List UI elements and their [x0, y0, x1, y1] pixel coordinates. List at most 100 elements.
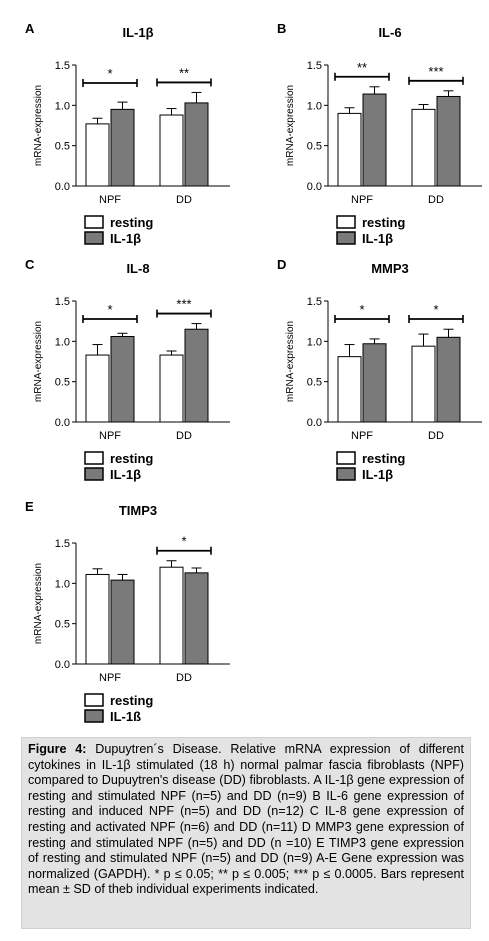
y-tick-label: 0.0 [55, 181, 70, 193]
legend-label-resting: resting [362, 215, 405, 230]
panel-letter: B [277, 21, 286, 36]
y-tick-label: 1.0 [55, 100, 70, 112]
legend-swatch-resting [84, 451, 104, 465]
y-tick-label: 1.5 [55, 538, 70, 550]
legend-label-resting: resting [110, 451, 153, 466]
bar-resting [411, 108, 436, 187]
bar-resting [85, 123, 110, 187]
significance-label: *** [428, 64, 443, 79]
y-axis-label: mRNA-expression [33, 85, 44, 166]
y-tick-label: 0.5 [55, 619, 70, 631]
bar-resting [337, 112, 362, 187]
chart-title: IL-1β [122, 25, 153, 40]
bar-stimulated [362, 343, 387, 423]
bar-stimulated [110, 579, 135, 665]
panel-letter: A [25, 21, 35, 36]
bar-resting [411, 345, 436, 423]
legend-swatch-resting [84, 693, 104, 707]
y-tick-label: 0.0 [307, 181, 322, 193]
y-tick-label: 0.5 [55, 141, 70, 153]
legend-label-stimulated: IL-1β [362, 467, 393, 482]
legend-label-stimulated: IL-1ß [110, 709, 141, 724]
significance-label: * [107, 66, 112, 81]
significance-label: * [107, 302, 112, 317]
y-axis-label: mRNA-expression [285, 321, 296, 402]
legend-label-stimulated: IL-1β [110, 231, 141, 246]
chart-svg: C IL-8 mRNA-expression 0.0 0.5 1.0 1.5 NPF * DD **… [25, 257, 230, 482]
panel-a: A IL-1β mRNA-expression 0.0 0.5 1.0 1.5 NPF * DD *… [18, 15, 258, 250]
y-tick-label: 0.5 [55, 377, 70, 389]
legend-swatch-stimulated [84, 709, 104, 723]
bar-resting [85, 573, 110, 665]
bar-stimulated [184, 572, 209, 665]
caption-text: Dupuytren´s Disease. Relative mRNA expre… [28, 742, 465, 897]
chart-svg: B IL-6 mRNA-expression 0.0 0.5 1.0 1.5 NPF ** DD *… [277, 21, 482, 246]
chart-svg: A IL-1β mRNA-expression 0.0 0.5 1.0 1.5 NPF * DD *… [25, 21, 230, 246]
legend-swatch-stimulated [84, 231, 104, 245]
significance-label: * [433, 302, 438, 317]
panel-letter: E [25, 499, 34, 514]
y-tick-label: 1.0 [55, 336, 70, 348]
y-axis-label: mRNA-expression [33, 321, 44, 402]
bar-stimulated [110, 335, 135, 423]
legend-swatch-stimulated [84, 467, 104, 481]
significance-label: ** [179, 65, 189, 80]
panel-b: B IL-6 mRNA-expression 0.0 0.5 1.0 1.5 NPF ** DD *… [270, 15, 489, 250]
y-tick-label: 1.0 [307, 100, 322, 112]
panel-letter: C [25, 257, 35, 272]
significance-label: * [181, 534, 186, 549]
x-tick-label: DD [428, 430, 444, 442]
legend-swatch-stimulated [336, 231, 356, 245]
y-axis-label: mRNA-expression [33, 563, 44, 644]
chart-svg: E TIMP3 mRNA-expression 0.0 0.5 1.0 1.5 NPF DD * r… [25, 499, 230, 724]
significance-label: *** [176, 297, 191, 312]
bar-resting [337, 356, 362, 423]
y-tick-label: 1.0 [307, 336, 322, 348]
legend-label-resting: resting [110, 215, 153, 230]
y-tick-label: 1.5 [55, 60, 70, 72]
panel-letter: D [277, 257, 286, 272]
chart-title: MMP3 [371, 261, 409, 276]
legend-swatch-resting [84, 215, 104, 229]
y-tick-label: 0.5 [307, 141, 322, 153]
y-axis-label: mRNA-expression [285, 85, 296, 166]
panel-d: D MMP3 mRNA-expression 0.0 0.5 1.0 1.5 NPF * DD * r… [270, 251, 489, 486]
caption-label: Figure 4: [28, 742, 87, 756]
legend-swatch-resting [336, 451, 356, 465]
bar-stimulated [110, 108, 135, 187]
x-tick-label: DD [428, 194, 444, 206]
legend-label-resting: resting [110, 693, 153, 708]
legend-label-stimulated: IL-1β [362, 231, 393, 246]
panel-e: E TIMP3 mRNA-expression 0.0 0.5 1.0 1.5 NPF DD * r… [18, 493, 258, 728]
x-tick-label: DD [176, 194, 192, 206]
x-tick-label: NPF [99, 672, 121, 684]
y-tick-label: 0.0 [307, 417, 322, 429]
bar-resting [159, 354, 184, 423]
legend-swatch-resting [336, 215, 356, 229]
bar-stimulated [184, 102, 209, 187]
bar-stimulated [362, 93, 387, 187]
legend-label-resting: resting [362, 451, 405, 466]
bar-stimulated [184, 328, 209, 423]
y-tick-label: 1.5 [55, 296, 70, 308]
chart-title: IL-8 [126, 261, 149, 276]
bar-resting [159, 566, 184, 665]
legend-label-stimulated: IL-1β [110, 467, 141, 482]
figure-caption: Figure 4: Dupuytren´s Disease. Relative … [21, 737, 471, 929]
y-tick-label: 0.0 [55, 659, 70, 671]
y-tick-label: 0.0 [55, 417, 70, 429]
x-tick-label: NPF [351, 194, 373, 206]
x-tick-label: NPF [351, 430, 373, 442]
bar-resting [85, 354, 110, 423]
x-tick-label: DD [176, 672, 192, 684]
y-tick-label: 1.5 [307, 296, 322, 308]
bar-resting [159, 114, 184, 187]
chart-svg: D MMP3 mRNA-expression 0.0 0.5 1.0 1.5 NPF * DD * r… [277, 257, 482, 482]
x-tick-label: NPF [99, 194, 121, 206]
x-tick-label: DD [176, 430, 192, 442]
legend-swatch-stimulated [336, 467, 356, 481]
chart-title: IL-6 [378, 25, 401, 40]
panel-c: C IL-8 mRNA-expression 0.0 0.5 1.0 1.5 NPF * DD **… [18, 251, 258, 486]
bar-stimulated [436, 336, 461, 423]
x-tick-label: NPF [99, 430, 121, 442]
